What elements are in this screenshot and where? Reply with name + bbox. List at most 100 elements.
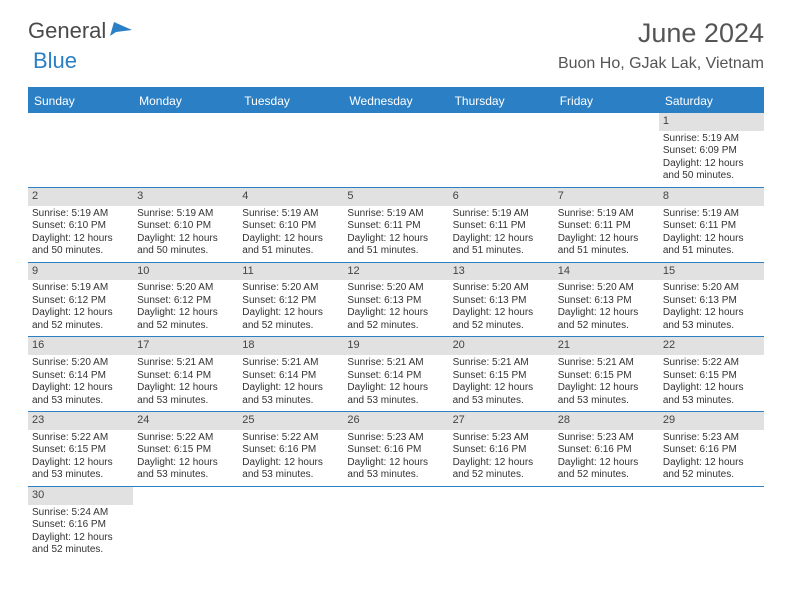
day-number: 1 bbox=[659, 113, 764, 131]
sunrise-text: Sunrise: 5:23 AM bbox=[558, 432, 655, 445]
sunset-text: Sunset: 6:11 PM bbox=[663, 220, 760, 233]
sunrise-text: Sunrise: 5:21 AM bbox=[453, 357, 550, 370]
day-cell: 10Sunrise: 5:20 AMSunset: 6:12 PMDayligh… bbox=[133, 263, 238, 337]
daylight-text: Daylight: 12 hours and 51 minutes. bbox=[453, 233, 550, 258]
title-block: June 2024 Buon Ho, GJak Lak, Vietnam bbox=[558, 18, 764, 73]
day-cell: 4Sunrise: 5:19 AMSunset: 6:10 PMDaylight… bbox=[238, 188, 343, 262]
sunrise-text: Sunrise: 5:20 AM bbox=[663, 282, 760, 295]
day-number: 15 bbox=[659, 263, 764, 281]
daylight-text: Daylight: 12 hours and 53 minutes. bbox=[32, 382, 129, 407]
day-number: 8 bbox=[659, 188, 764, 206]
day-number: 22 bbox=[659, 337, 764, 355]
sunrise-text: Sunrise: 5:19 AM bbox=[137, 208, 234, 221]
sunset-text: Sunset: 6:15 PM bbox=[558, 370, 655, 383]
day-cell: 25Sunrise: 5:22 AMSunset: 6:16 PMDayligh… bbox=[238, 412, 343, 486]
sunrise-text: Sunrise: 5:22 AM bbox=[32, 432, 129, 445]
day-number: 26 bbox=[343, 412, 448, 430]
day-number: 3 bbox=[133, 188, 238, 206]
week-row: 2Sunrise: 5:19 AMSunset: 6:10 PMDaylight… bbox=[28, 188, 764, 263]
sunset-text: Sunset: 6:11 PM bbox=[453, 220, 550, 233]
sunrise-text: Sunrise: 5:24 AM bbox=[32, 507, 129, 520]
logo-text-blue: Blue bbox=[33, 48, 77, 73]
day-number: 14 bbox=[554, 263, 659, 281]
dayheader-mon: Monday bbox=[133, 89, 238, 113]
sunrise-text: Sunrise: 5:23 AM bbox=[347, 432, 444, 445]
sunset-text: Sunset: 6:10 PM bbox=[32, 220, 129, 233]
sunset-text: Sunset: 6:14 PM bbox=[32, 370, 129, 383]
sunset-text: Sunset: 6:15 PM bbox=[663, 370, 760, 383]
day-number: 4 bbox=[238, 188, 343, 206]
week-row: 23Sunrise: 5:22 AMSunset: 6:15 PMDayligh… bbox=[28, 412, 764, 487]
daylight-text: Daylight: 12 hours and 53 minutes. bbox=[32, 457, 129, 482]
day-number: 18 bbox=[238, 337, 343, 355]
day-cell: 15Sunrise: 5:20 AMSunset: 6:13 PMDayligh… bbox=[659, 263, 764, 337]
daylight-text: Daylight: 12 hours and 51 minutes. bbox=[663, 233, 760, 258]
sunset-text: Sunset: 6:16 PM bbox=[453, 444, 550, 457]
sunset-text: Sunset: 6:15 PM bbox=[137, 444, 234, 457]
daylight-text: Daylight: 12 hours and 52 minutes. bbox=[242, 307, 339, 332]
sunset-text: Sunset: 6:12 PM bbox=[32, 295, 129, 308]
daylight-text: Daylight: 12 hours and 50 minutes. bbox=[32, 233, 129, 258]
day-cell: 2Sunrise: 5:19 AMSunset: 6:10 PMDaylight… bbox=[28, 188, 133, 262]
daylight-text: Daylight: 12 hours and 52 minutes. bbox=[558, 457, 655, 482]
daylight-text: Daylight: 12 hours and 53 minutes. bbox=[347, 382, 444, 407]
sunset-text: Sunset: 6:13 PM bbox=[663, 295, 760, 308]
day-cell: 7Sunrise: 5:19 AMSunset: 6:11 PMDaylight… bbox=[554, 188, 659, 262]
logo-text-general: General bbox=[28, 18, 106, 44]
daylight-text: Daylight: 12 hours and 52 minutes. bbox=[32, 532, 129, 557]
daylight-text: Daylight: 12 hours and 53 minutes. bbox=[137, 382, 234, 407]
daylight-text: Daylight: 12 hours and 51 minutes. bbox=[558, 233, 655, 258]
sunrise-text: Sunrise: 5:19 AM bbox=[663, 133, 760, 146]
sunrise-text: Sunrise: 5:20 AM bbox=[32, 357, 129, 370]
day-cell: 30Sunrise: 5:24 AMSunset: 6:16 PMDayligh… bbox=[28, 487, 133, 561]
sunrise-text: Sunrise: 5:20 AM bbox=[558, 282, 655, 295]
day-number: 24 bbox=[133, 412, 238, 430]
day-number: 12 bbox=[343, 263, 448, 281]
day-cell: 12Sunrise: 5:20 AMSunset: 6:13 PMDayligh… bbox=[343, 263, 448, 337]
daylight-text: Daylight: 12 hours and 51 minutes. bbox=[347, 233, 444, 258]
day-number: 30 bbox=[28, 487, 133, 505]
dayheader-sun: Sunday bbox=[28, 89, 133, 113]
sunset-text: Sunset: 6:14 PM bbox=[137, 370, 234, 383]
sunset-text: Sunset: 6:14 PM bbox=[242, 370, 339, 383]
sunrise-text: Sunrise: 5:20 AM bbox=[242, 282, 339, 295]
empty-cell bbox=[449, 487, 554, 561]
empty-cell bbox=[449, 113, 554, 187]
day-cell: 9Sunrise: 5:19 AMSunset: 6:12 PMDaylight… bbox=[28, 263, 133, 337]
day-cell: 28Sunrise: 5:23 AMSunset: 6:16 PMDayligh… bbox=[554, 412, 659, 486]
dayheader-fri: Friday bbox=[554, 89, 659, 113]
empty-cell bbox=[133, 113, 238, 187]
dayheader-wed: Wednesday bbox=[343, 89, 448, 113]
week-row: 9Sunrise: 5:19 AMSunset: 6:12 PMDaylight… bbox=[28, 263, 764, 338]
sunrise-text: Sunrise: 5:23 AM bbox=[663, 432, 760, 445]
daylight-text: Daylight: 12 hours and 52 minutes. bbox=[558, 307, 655, 332]
day-cell: 5Sunrise: 5:19 AMSunset: 6:11 PMDaylight… bbox=[343, 188, 448, 262]
empty-cell bbox=[133, 487, 238, 561]
daylight-text: Daylight: 12 hours and 53 minutes. bbox=[137, 457, 234, 482]
sunrise-text: Sunrise: 5:21 AM bbox=[137, 357, 234, 370]
day-cell: 24Sunrise: 5:22 AMSunset: 6:15 PMDayligh… bbox=[133, 412, 238, 486]
daylight-text: Daylight: 12 hours and 52 minutes. bbox=[663, 457, 760, 482]
empty-cell bbox=[554, 113, 659, 187]
day-cell: 29Sunrise: 5:23 AMSunset: 6:16 PMDayligh… bbox=[659, 412, 764, 486]
daylight-text: Daylight: 12 hours and 53 minutes. bbox=[663, 382, 760, 407]
daylight-text: Daylight: 12 hours and 51 minutes. bbox=[242, 233, 339, 258]
day-number: 16 bbox=[28, 337, 133, 355]
day-cell: 18Sunrise: 5:21 AMSunset: 6:14 PMDayligh… bbox=[238, 337, 343, 411]
sunset-text: Sunset: 6:16 PM bbox=[663, 444, 760, 457]
day-number: 10 bbox=[133, 263, 238, 281]
week-row: 16Sunrise: 5:20 AMSunset: 6:14 PMDayligh… bbox=[28, 337, 764, 412]
calendar: Sunday Monday Tuesday Wednesday Thursday… bbox=[28, 87, 764, 561]
sunrise-text: Sunrise: 5:20 AM bbox=[347, 282, 444, 295]
empty-cell bbox=[343, 113, 448, 187]
day-number: 20 bbox=[449, 337, 554, 355]
daylight-text: Daylight: 12 hours and 52 minutes. bbox=[32, 307, 129, 332]
sunrise-text: Sunrise: 5:21 AM bbox=[242, 357, 339, 370]
sunrise-text: Sunrise: 5:20 AM bbox=[137, 282, 234, 295]
day-cell: 11Sunrise: 5:20 AMSunset: 6:12 PMDayligh… bbox=[238, 263, 343, 337]
day-header-row: Sunday Monday Tuesday Wednesday Thursday… bbox=[28, 89, 764, 113]
sunrise-text: Sunrise: 5:22 AM bbox=[242, 432, 339, 445]
sunset-text: Sunset: 6:15 PM bbox=[32, 444, 129, 457]
day-cell: 17Sunrise: 5:21 AMSunset: 6:14 PMDayligh… bbox=[133, 337, 238, 411]
empty-cell bbox=[659, 487, 764, 561]
